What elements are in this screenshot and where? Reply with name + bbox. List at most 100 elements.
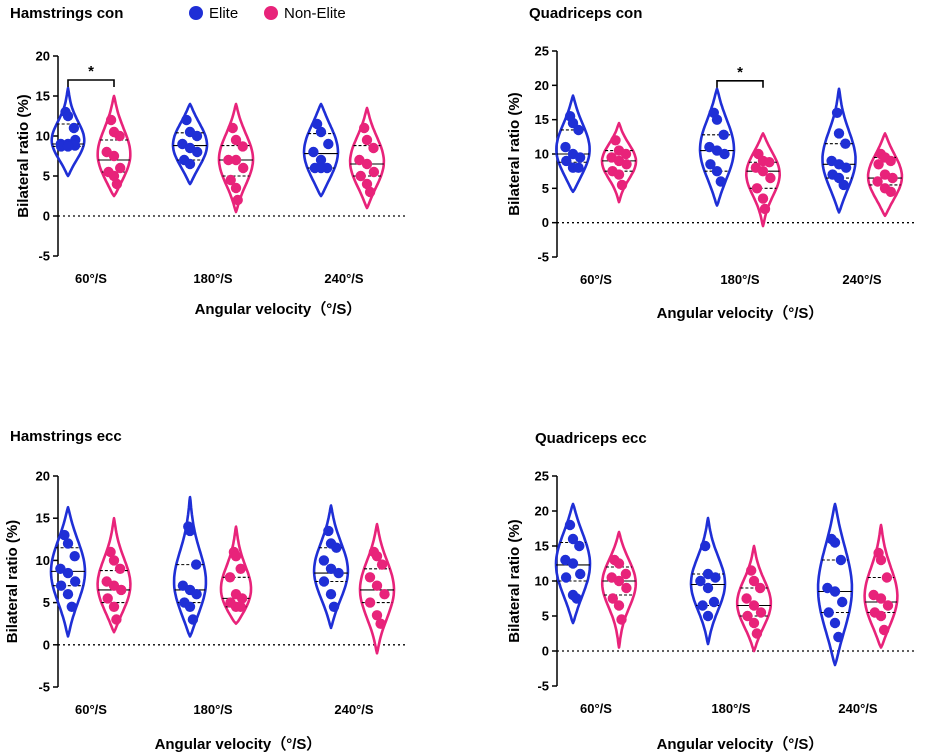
data-point — [561, 155, 572, 167]
data-point — [191, 589, 202, 600]
data-point — [325, 563, 337, 574]
violin-elite-2 — [698, 87, 736, 207]
y-tick-label: 15 — [36, 89, 50, 104]
data-point — [702, 610, 714, 622]
violin-non-elite-1 — [600, 530, 638, 649]
data-point — [361, 134, 373, 146]
y-tick-label: 25 — [535, 44, 549, 59]
data-point — [371, 551, 383, 562]
data-point — [114, 563, 126, 574]
violin-outline — [863, 523, 899, 649]
data-point — [746, 565, 757, 576]
data-point — [114, 130, 125, 142]
data-point — [708, 596, 720, 608]
data-point — [62, 538, 74, 549]
data-point — [105, 546, 116, 558]
violin-non-elite-3 — [866, 132, 904, 218]
y-tick-label: 15 — [535, 112, 549, 127]
violin-non-elite-2 — [745, 132, 781, 228]
data-point — [62, 567, 74, 579]
data-point — [613, 575, 625, 587]
violin-outline — [821, 87, 857, 214]
violin-non-elite-1 — [96, 516, 132, 634]
data-point — [364, 597, 376, 608]
y-tick-label: 0 — [43, 637, 50, 652]
y-tick-label: 20 — [36, 49, 50, 64]
data-point — [108, 150, 120, 162]
data-point — [575, 568, 586, 580]
data-point — [621, 159, 632, 170]
data-point — [376, 559, 388, 570]
y-tick-label: 0 — [542, 644, 549, 659]
data-point — [235, 563, 246, 574]
panel-3: Hamstrings ecc -5 0 5 10 15 20 Bilateral ratio … — [4, 428, 405, 753]
violin-outline — [816, 502, 854, 667]
x-tick-label: 240°/S — [324, 271, 364, 286]
data-point — [755, 607, 767, 618]
violin-non-elite-2 — [219, 525, 253, 625]
data-point — [887, 172, 898, 184]
violin-elite-2 — [172, 495, 208, 638]
y-tick-label: 15 — [535, 539, 549, 554]
data-point — [308, 146, 319, 158]
violin-outline — [348, 106, 386, 210]
data-point — [225, 174, 236, 186]
data-point — [710, 572, 721, 583]
y-tick-label: 5 — [43, 595, 50, 610]
violin-outline — [745, 132, 781, 228]
data-point — [875, 554, 887, 566]
x-tick-label: 180°/S — [720, 272, 760, 287]
data-point — [235, 601, 246, 612]
x-tick-label: 240°/S — [842, 272, 882, 287]
data-point — [764, 157, 775, 168]
data-point — [105, 114, 117, 126]
data-point — [751, 183, 763, 194]
data-point — [375, 618, 386, 629]
x-tick-label: 240°/S — [334, 702, 374, 717]
violin-outline — [555, 94, 591, 194]
data-point — [371, 580, 383, 591]
data-point — [616, 614, 627, 625]
data-point — [613, 558, 625, 569]
data-point — [702, 582, 714, 594]
violin-elite-3 — [816, 502, 854, 667]
legend-marker-non-elite — [264, 6, 278, 20]
violin-outline — [600, 121, 638, 204]
data-point — [237, 141, 248, 152]
data-point — [69, 551, 80, 562]
violin-outline — [554, 502, 592, 625]
data-point — [875, 610, 887, 622]
y-tick-label: 0 — [43, 209, 50, 224]
y-tick-label: 15 — [36, 511, 50, 526]
data-point — [613, 600, 625, 611]
x-tick-label: 240°/S — [838, 701, 878, 716]
legend: Elite Non-Elite — [189, 5, 346, 22]
violin-outline — [358, 522, 396, 655]
data-point — [719, 148, 730, 160]
data-point — [829, 586, 841, 597]
data-point — [230, 182, 242, 194]
data-point — [108, 170, 120, 182]
violin-outline — [866, 132, 904, 218]
data-point — [364, 186, 376, 198]
y-tick-label: -5 — [537, 679, 549, 694]
data-point — [331, 542, 342, 553]
data-point — [616, 179, 628, 191]
data-point — [59, 529, 70, 541]
data-point — [315, 162, 327, 174]
violin-non-elite-2 — [217, 102, 255, 214]
data-point — [111, 178, 123, 190]
y-tick-label: -5 — [537, 250, 549, 265]
data-point — [831, 107, 843, 119]
violin-elite-3 — [302, 102, 340, 198]
data-point — [607, 593, 618, 604]
violin-outline — [96, 516, 132, 634]
data-point — [574, 152, 586, 163]
data-point — [62, 110, 74, 122]
data-point — [872, 176, 883, 187]
data-point — [705, 159, 716, 170]
data-point — [573, 162, 584, 173]
y-tick-label: 5 — [542, 609, 549, 624]
panel-title: Quadriceps con — [529, 5, 642, 22]
panel-1: Hamstrings con -5 0 5 10 15 20 Bilateral ratio … — [10, 5, 405, 318]
